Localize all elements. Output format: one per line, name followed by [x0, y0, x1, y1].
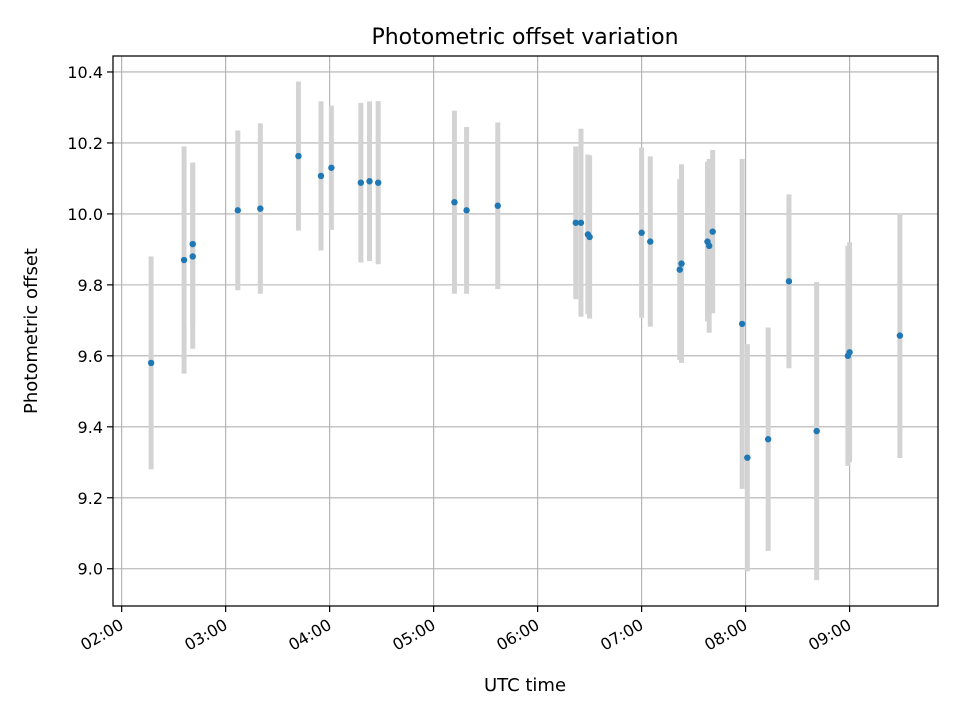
data-point	[366, 178, 373, 185]
data-point	[463, 207, 470, 214]
data-point	[180, 256, 188, 264]
y-tick-label: 9.6	[78, 347, 103, 366]
data-point	[896, 332, 904, 339]
data-point	[189, 253, 196, 260]
data-point	[295, 152, 302, 160]
data-point	[638, 229, 645, 236]
data-point	[451, 198, 458, 206]
y-tick-label: 9.8	[78, 276, 103, 295]
data-point	[706, 242, 713, 250]
data-point	[189, 240, 196, 248]
data-point	[374, 179, 382, 186]
plot-area-frame	[112, 55, 939, 607]
data-point	[586, 233, 593, 241]
y-axis-ticks: 9.0 9.2 9.4 9.6 9.8 10.0 10.2 10.4	[67, 63, 113, 579]
data-point	[357, 179, 365, 186]
data-point	[572, 219, 579, 226]
y-tick-label: 9.2	[78, 489, 103, 508]
chart-title: Photometric offset variation	[371, 25, 678, 50]
data-point	[678, 260, 685, 267]
data-point	[234, 207, 241, 214]
data-markers	[147, 152, 904, 461]
data-point	[846, 349, 853, 356]
data-point	[744, 454, 751, 461]
data-point	[676, 266, 683, 273]
x-axis-label: UTC time	[484, 675, 566, 696]
data-point	[647, 238, 654, 245]
y-tick-label: 10.0	[67, 205, 103, 224]
data-point	[813, 427, 820, 435]
data-point	[328, 164, 335, 171]
data-point	[147, 359, 155, 367]
y-tick-label: 10.2	[67, 134, 103, 153]
data-point	[494, 202, 501, 209]
data-point	[738, 320, 746, 328]
data-point	[709, 228, 716, 235]
y-axis-label: Photometric offset	[21, 248, 42, 414]
y-tick-label: 9.0	[78, 560, 103, 579]
data-point	[785, 278, 793, 285]
data-point	[257, 205, 264, 212]
y-tick-label: 10.4	[67, 63, 103, 82]
y-tick-label: 9.4	[78, 418, 103, 437]
data-point	[577, 219, 585, 226]
data-point	[764, 436, 772, 443]
data-point	[317, 172, 325, 180]
